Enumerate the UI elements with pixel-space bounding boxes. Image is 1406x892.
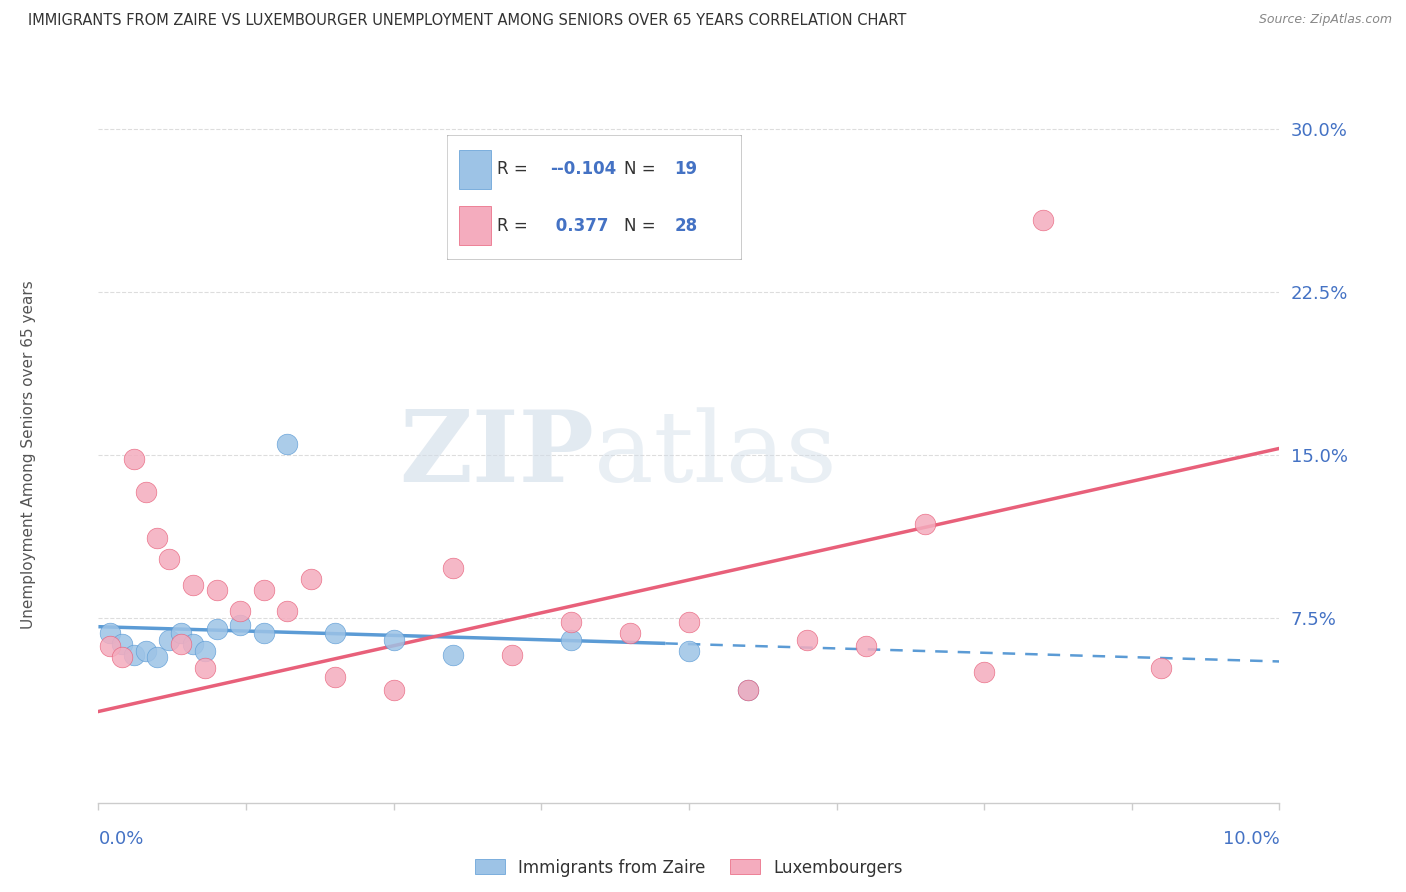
Point	[501, 648, 523, 662]
Point	[122, 648, 145, 662]
Text: Unemployment Among Seniors over 65 years: Unemployment Among Seniors over 65 years	[21, 281, 35, 629]
Point	[157, 632, 180, 647]
Point	[205, 622, 228, 636]
Point	[299, 572, 322, 586]
Point	[560, 632, 582, 647]
Point	[619, 626, 641, 640]
Point	[98, 626, 121, 640]
Point	[170, 637, 193, 651]
Point	[170, 626, 193, 640]
Point	[382, 682, 405, 697]
Point	[135, 643, 157, 657]
Point	[122, 452, 145, 467]
Point	[194, 661, 217, 675]
Point	[98, 639, 121, 653]
Point	[1032, 213, 1054, 227]
Point	[441, 561, 464, 575]
Point	[323, 670, 346, 684]
Point	[382, 632, 405, 647]
Point	[855, 639, 877, 653]
Text: atlas: atlas	[595, 407, 837, 503]
Point	[194, 643, 217, 657]
Text: IMMIGRANTS FROM ZAIRE VS LUXEMBOURGER UNEMPLOYMENT AMONG SENIORS OVER 65 YEARS C: IMMIGRANTS FROM ZAIRE VS LUXEMBOURGER UN…	[28, 13, 907, 29]
Point	[323, 626, 346, 640]
Point	[796, 632, 818, 647]
Text: 0.0%: 0.0%	[98, 830, 143, 847]
Point	[737, 682, 759, 697]
Point	[678, 615, 700, 630]
Text: ZIP: ZIP	[399, 407, 595, 503]
Point	[229, 617, 252, 632]
Point	[914, 517, 936, 532]
Point	[276, 605, 298, 619]
Point	[146, 531, 169, 545]
Point	[560, 615, 582, 630]
Text: Source: ZipAtlas.com: Source: ZipAtlas.com	[1258, 13, 1392, 27]
Text: 10.0%: 10.0%	[1223, 830, 1279, 847]
Point	[157, 552, 180, 566]
Point	[678, 643, 700, 657]
Point	[229, 605, 252, 619]
Point	[205, 582, 228, 597]
Point	[181, 578, 204, 592]
Point	[276, 437, 298, 451]
Point	[181, 637, 204, 651]
Legend: Immigrants from Zaire, Luxembourgers: Immigrants from Zaire, Luxembourgers	[467, 850, 911, 885]
Point	[111, 637, 134, 651]
Point	[253, 582, 276, 597]
Point	[111, 650, 134, 665]
Point	[737, 682, 759, 697]
Point	[146, 650, 169, 665]
Point	[1150, 661, 1173, 675]
Point	[135, 484, 157, 499]
Point	[441, 648, 464, 662]
Point	[253, 626, 276, 640]
Point	[973, 665, 995, 680]
